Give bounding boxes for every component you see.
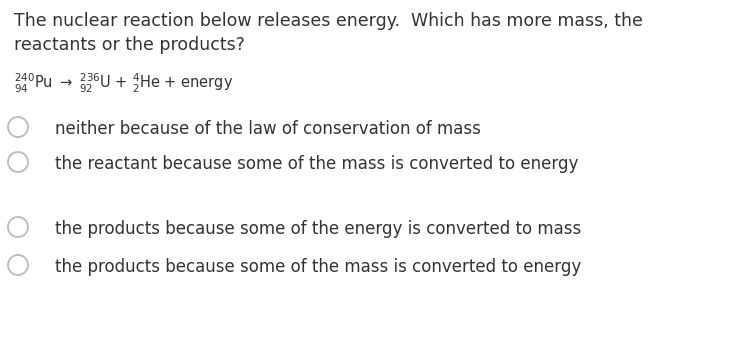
Text: the products because some of the mass is converted to energy: the products because some of the mass is… <box>55 258 581 276</box>
Text: neither because of the law of conservation of mass: neither because of the law of conservati… <box>55 120 481 138</box>
Text: $^{240}_{94}$Pu $\rightarrow$ $^{236}_{92}$U + $^{4}_{2}$He + energy: $^{240}_{94}$Pu $\rightarrow$ $^{236}_{9… <box>14 72 233 95</box>
Text: the products because some of the energy is converted to mass: the products because some of the energy … <box>55 220 581 238</box>
Text: The nuclear reaction below releases energy.  Which has more mass, the: The nuclear reaction below releases ener… <box>14 12 643 30</box>
Text: the reactant because some of the mass is converted to energy: the reactant because some of the mass is… <box>55 155 578 173</box>
Text: reactants or the products?: reactants or the products? <box>14 36 245 54</box>
